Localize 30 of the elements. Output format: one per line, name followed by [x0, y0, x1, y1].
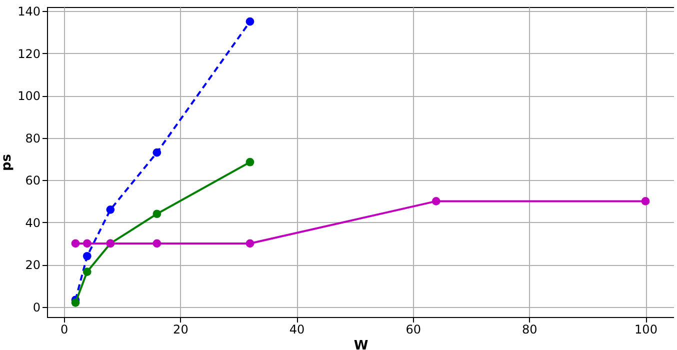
- y-tick-label: 80: [25, 131, 40, 146]
- point: [641, 197, 650, 206]
- point: [71, 239, 80, 248]
- y-axis-title: ps: [0, 154, 15, 172]
- point: [246, 239, 254, 248]
- x-tick-label: 0: [60, 322, 68, 336]
- y-tick-label: 100: [18, 89, 40, 104]
- x-tick-label: 100: [634, 322, 658, 336]
- point: [82, 239, 92, 248]
- y-tick-label: 60: [25, 174, 40, 188]
- point: [152, 210, 162, 218]
- point: [246, 158, 254, 166]
- x-tick-label: 20: [173, 322, 188, 336]
- x-tick-label: 60: [406, 322, 421, 336]
- y-tick-label: 20: [25, 258, 40, 272]
- y-tick-label: 120: [18, 46, 40, 61]
- point: [71, 298, 80, 307]
- point: [82, 268, 92, 276]
- point: [152, 148, 162, 157]
- y-tick-label: 140: [18, 4, 40, 19]
- point: [152, 239, 162, 248]
- point: [432, 197, 440, 206]
- x-axis-title: W: [354, 338, 368, 350]
- x-tick-label: 80: [522, 322, 538, 336]
- point: [246, 17, 254, 26]
- x-tick-label: 40: [289, 322, 305, 336]
- y-tick-label: 0: [32, 300, 40, 314]
- point: [106, 205, 115, 214]
- y-tick-label: 40: [25, 216, 40, 230]
- point: [82, 252, 92, 260]
